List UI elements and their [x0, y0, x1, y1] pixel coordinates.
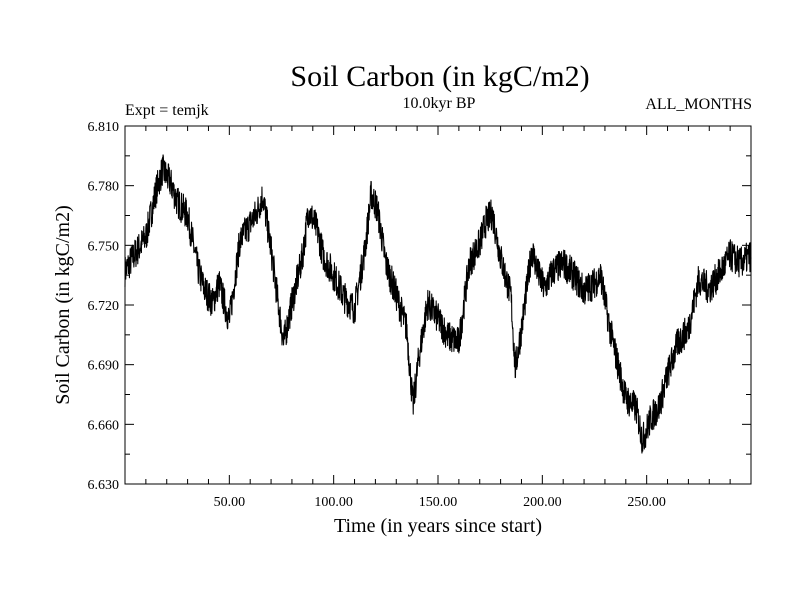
x-axis-label: Time (in years since start) [334, 515, 542, 537]
tick-marks [125, 126, 751, 484]
series-layer [124, 154, 752, 454]
y-tick-label: 6.750 [88, 239, 120, 254]
period-label: 10.0kyr BP [403, 95, 476, 112]
y-tick-label: 6.690 [88, 359, 120, 374]
y-tick-label: 6.720 [88, 299, 120, 314]
x-tick-label: 250.00 [627, 495, 666, 510]
chart-title: Soil Carbon (in kgC/m2) [290, 60, 589, 93]
x-tick-label: 150.00 [419, 495, 458, 510]
soil-carbon-series-line [124, 154, 752, 454]
months-label: ALL_MONTHS [645, 96, 752, 113]
plot-frame [124, 125, 752, 485]
y-tick-label: 6.630 [88, 478, 120, 493]
x-tick-label: 100.00 [314, 495, 353, 510]
y-axis-label: Soil Carbon (in kgC/m2) [52, 205, 74, 404]
x-tick-label: 200.00 [523, 495, 562, 510]
y-tick-label: 6.660 [88, 418, 120, 433]
tick-labels: 50.00 100.00 150.00 200.00 250.00 6.630 6.660 6… [88, 120, 666, 510]
x-tick-label: 50.00 [214, 495, 246, 510]
experiment-label: Expt = temjk [125, 102, 209, 119]
y-tick-label: 6.810 [88, 120, 120, 135]
y-tick-label: 6.780 [88, 180, 120, 195]
